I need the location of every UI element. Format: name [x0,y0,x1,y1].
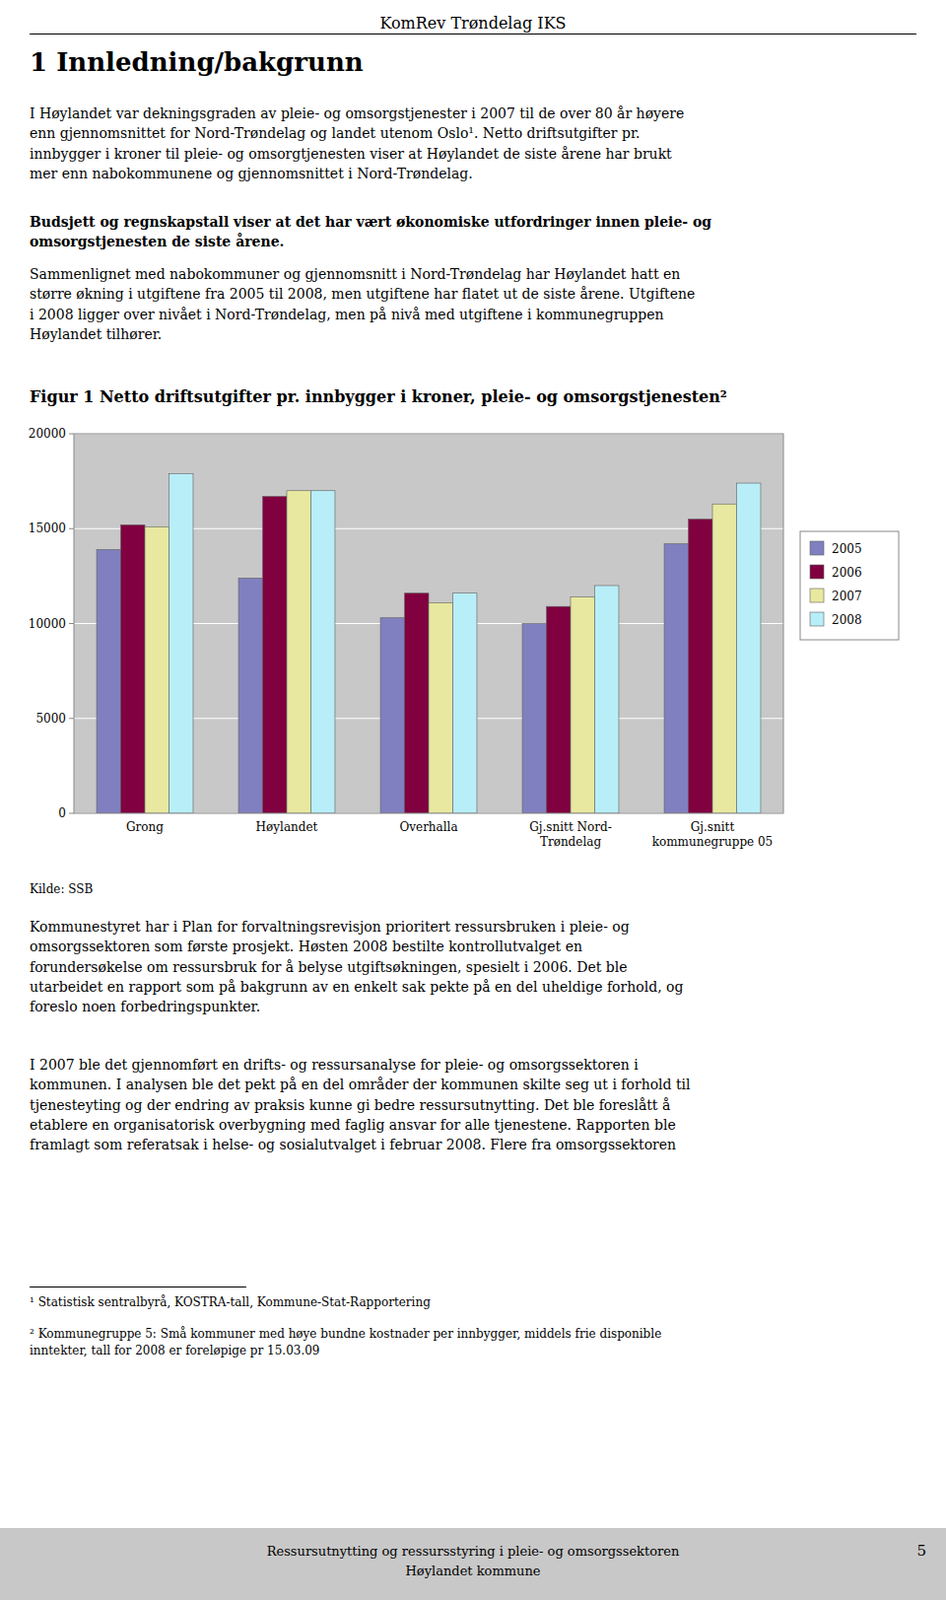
bar [664,543,688,813]
paragraph: I Høylandet var dekningsgraden av pleie-… [29,103,684,184]
bar [688,519,713,813]
category-label: Grong [126,819,164,834]
bar [310,490,335,813]
tick-mark [68,622,74,624]
tick-label: 0 [58,806,67,820]
paragraph: Budsjett og regnskapstall viser at det h… [29,211,712,253]
tick-mark [68,717,74,719]
legend-swatch [810,588,824,603]
bar [405,593,429,813]
tick-mark [68,433,74,435]
rule [29,33,917,35]
bar [546,606,571,813]
page-header: KomRev Trøndelag IKS [0,13,946,33]
rule [29,1285,247,1287]
chart-title: Figur 1 Netto driftsutgifter pr. innbygg… [29,387,728,406]
chart: 0 5000 10000 15000 20000 Grong Høylandet Overha… [0,418,946,878]
tick-label: 10000 [28,616,67,631]
category-label-line: Grong [126,819,164,834]
bar [736,482,760,813]
legend: 2005 2006 2007 2008 [800,531,899,640]
section-title: 1 Innledning/bakgrunn [29,47,364,77]
bar [96,548,121,813]
bar [522,623,546,814]
footnote: ¹ Statistisk sentralbyrå, KOSTRA-tall, K… [29,1293,431,1311]
tick-mark [68,528,74,530]
paragraph: Sammenlignet med nabokommuner og gjennom… [29,264,695,344]
tick-label: 20000 [28,426,67,441]
bar [380,617,405,813]
bars [96,473,761,813]
bar [238,577,263,813]
category-label: Overhalla [399,819,458,834]
paragraph: I 2007 ble det gjennomført en drifts- og… [29,1054,691,1154]
category-label: Gj.snitt Nord-Trøndelag [529,819,612,849]
footnote: ² Kommunegruppe 5: Små kommuner med høye… [29,1325,662,1359]
category-label: Høylandet [256,819,319,834]
bar [263,496,287,813]
bar [168,473,193,813]
plot-frame [73,433,784,813]
bar [121,524,145,813]
legend-box [800,531,899,640]
bar [452,593,476,813]
category-label-line: Høylandet [256,819,319,834]
bar [144,526,169,813]
legend-label: 2008 [831,612,863,627]
category-label-line: Gj.snitt Nord- [529,819,612,834]
category-label-line: kommunegruppe 05 [652,834,774,849]
legend-label: 2007 [831,589,863,604]
legend-label: 2006 [831,565,863,580]
legend-swatch [810,564,824,579]
tick-label: 15000 [28,521,67,536]
bar [594,585,618,813]
category-label-line: Trøndelag [540,834,602,849]
bar [570,597,595,813]
tick-mark [68,812,74,814]
legend-swatch [810,611,824,626]
bar [428,602,453,813]
category-label: Gj.snittkommunegruppe 05 [652,819,774,849]
bar [286,490,311,813]
tick-label: 5000 [35,711,67,726]
footer-text: Ressursutnytting og ressursstyring i ple… [0,1541,946,1580]
legend-swatch [810,540,824,555]
paragraph: Kommunestyret har i Plan for forvaltning… [29,916,683,1016]
legend-label: 2005 [831,541,863,556]
page-number: 5 [886,1541,927,1559]
source: Kilde: SSB [29,881,93,896]
plot-background [73,433,784,813]
bar [712,503,737,813]
category-label-line: Gj.snitt [690,819,736,834]
category-label-line: Overhalla [399,819,458,834]
